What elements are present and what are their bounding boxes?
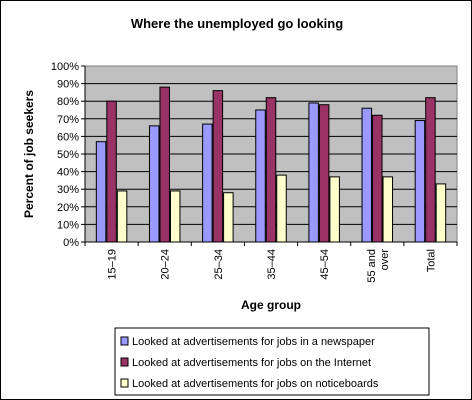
x-tick-label-line: Total <box>425 249 437 272</box>
chart-title: Where the unemployed go looking <box>131 16 343 31</box>
x-tick-label: 15–19 <box>107 249 119 280</box>
legend-swatch <box>120 378 129 388</box>
bar <box>435 183 447 243</box>
y-tick-label: 90% <box>57 79 79 91</box>
bar <box>425 97 436 243</box>
bar <box>255 109 266 243</box>
bar <box>106 100 117 243</box>
x-axis-ticks: 15–19 20–24 25–34 35–44 45–54 55 andover Total <box>84 242 458 283</box>
y-tick-label: 30% <box>57 184 79 196</box>
y-tick-label: 60% <box>57 131 79 143</box>
bar <box>318 104 330 243</box>
bars <box>95 86 447 243</box>
x-tick-label: Total <box>425 249 437 272</box>
bar <box>308 102 319 243</box>
bar <box>159 86 170 243</box>
bar <box>116 190 128 243</box>
bar <box>265 97 277 243</box>
x-tick-label-line: 20–24 <box>160 249 172 280</box>
x-tick-label-line: 45–54 <box>319 249 331 280</box>
bar <box>276 174 287 243</box>
y-axis-ticks: 0% 10% 20% 30% 40% 50% 60% 70% 80% 90% 100% <box>51 61 85 249</box>
x-tick-label-line: 55 and <box>366 249 378 283</box>
legend-swatch <box>120 357 129 367</box>
bar <box>414 120 426 243</box>
legend-label: Looked at advertisements for jobs on not… <box>132 378 379 390</box>
y-axis-title: Percent of job seekers <box>22 90 36 218</box>
x-tick-label: 35–44 <box>266 249 278 280</box>
y-tick-label: 40% <box>57 167 79 179</box>
bar <box>372 114 383 243</box>
bar <box>223 192 234 243</box>
y-tick-label: 100% <box>51 61 79 73</box>
x-tick-label-line: over <box>379 249 391 271</box>
y-tick-label: 10% <box>57 219 79 231</box>
bar <box>382 176 394 243</box>
bar <box>329 176 340 243</box>
bar <box>169 190 181 243</box>
legend-label: Looked at advertisements for jobs in a n… <box>132 336 375 348</box>
y-tick-label: 70% <box>57 114 79 126</box>
bar <box>202 123 213 243</box>
legend: Looked at advertisements for jobs in a n… <box>114 327 430 396</box>
x-tick-label-line: 15–19 <box>107 249 119 280</box>
y-tick-label: 20% <box>57 202 79 214</box>
legend-swatch <box>120 336 129 346</box>
bar <box>148 125 160 243</box>
bar <box>361 107 373 243</box>
bar <box>95 141 107 243</box>
y-tick-label: 0% <box>63 237 79 249</box>
x-axis-title: Age group <box>241 298 301 312</box>
legend-box <box>114 327 430 396</box>
bar <box>212 90 224 243</box>
x-tick-label-line: 35–44 <box>266 249 278 280</box>
x-tick-label: 55 andover <box>366 249 391 283</box>
legend-label: Looked at advertisements for jobs on the… <box>132 357 371 369</box>
x-tick-label-line: 25–34 <box>213 249 225 280</box>
x-tick-label: 45–54 <box>319 249 331 280</box>
x-tick-label: 20–24 <box>160 249 172 280</box>
y-tick-label: 50% <box>57 149 79 161</box>
y-tick-label: 80% <box>57 96 79 108</box>
x-tick-label: 25–34 <box>213 249 225 280</box>
